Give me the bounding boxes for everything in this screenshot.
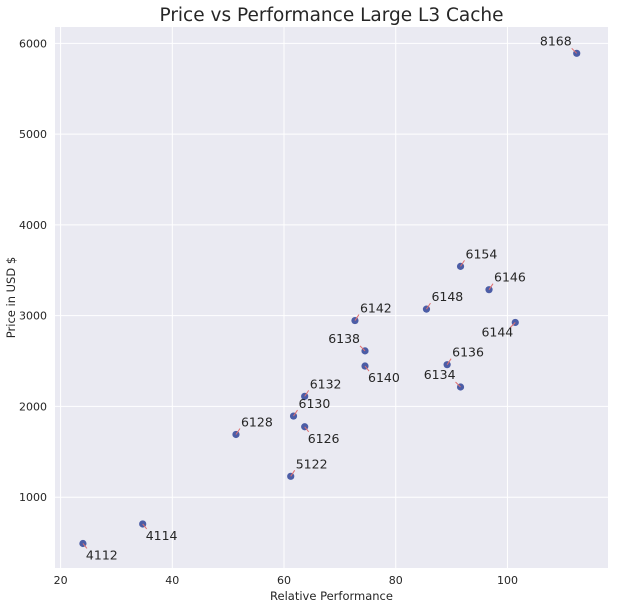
y-tick-label: 3000 [19, 310, 47, 323]
point-label: 6136 [452, 345, 484, 360]
point-label: 6130 [299, 396, 331, 411]
point-label: 6128 [241, 414, 273, 429]
label-leader-line [235, 428, 241, 435]
label-leader-line [364, 365, 370, 372]
label-leader-line [426, 302, 431, 310]
label-leader-line [571, 47, 578, 54]
y-tick-label: 6000 [19, 37, 47, 50]
point-label: 6134 [424, 367, 456, 382]
y-tick-label: 1000 [19, 491, 47, 504]
point-label: 5122 [296, 456, 328, 471]
label-leader-line [290, 470, 296, 477]
label-leader-line [304, 390, 310, 397]
point-label: 6126 [308, 431, 340, 446]
y-axis-label: Price in USD $ [4, 257, 18, 338]
x-tick-label: 20 [54, 574, 68, 587]
label-leader-line [359, 345, 366, 352]
label-leader-line [509, 322, 516, 328]
y-tick-label: 4000 [19, 219, 47, 232]
label-leader-line [460, 260, 465, 267]
label-leader-line [488, 283, 494, 290]
y-axis-ticks: 1000 2000 3000 4000 5000 6000 [19, 37, 47, 504]
x-tick-label: 60 [277, 574, 291, 587]
point-label: 4114 [146, 528, 178, 543]
point-label: 8168 [540, 33, 572, 48]
grid-lines [55, 27, 608, 568]
plot-area [55, 27, 608, 568]
label-leader-line [82, 543, 88, 549]
y-tick-label: 2000 [19, 400, 47, 413]
y-tick-label: 5000 [19, 128, 47, 141]
point-label: 6146 [494, 270, 526, 285]
label-leader-line [304, 426, 310, 433]
x-axis-label: Relative Performance [270, 589, 393, 603]
point-label: 6138 [328, 331, 360, 346]
point-label: 6140 [368, 370, 400, 385]
label-leader-line [455, 381, 461, 388]
point-label: 4112 [86, 547, 118, 562]
x-tick-label: 80 [389, 574, 403, 587]
point-label: 6154 [466, 246, 498, 261]
point-labels: 4112 4114 5122 6126 6128 6130 6132 6134 6136 6138… [82, 33, 578, 562]
x-axis-ticks: 20 40 60 80 100 [54, 574, 518, 587]
point-label: 6148 [431, 289, 463, 304]
x-tick-label: 100 [497, 574, 518, 587]
label-leader-line [142, 523, 148, 530]
label-leader-line [293, 409, 298, 417]
point-label: 6132 [310, 376, 342, 391]
point-label: 6144 [481, 324, 513, 339]
chart-title: Price vs Performance Large L3 Cache [159, 5, 503, 26]
point-label: 6142 [360, 301, 392, 316]
label-leader-line [446, 358, 452, 365]
label-leader-line [354, 314, 360, 321]
x-tick-label: 40 [165, 574, 179, 587]
